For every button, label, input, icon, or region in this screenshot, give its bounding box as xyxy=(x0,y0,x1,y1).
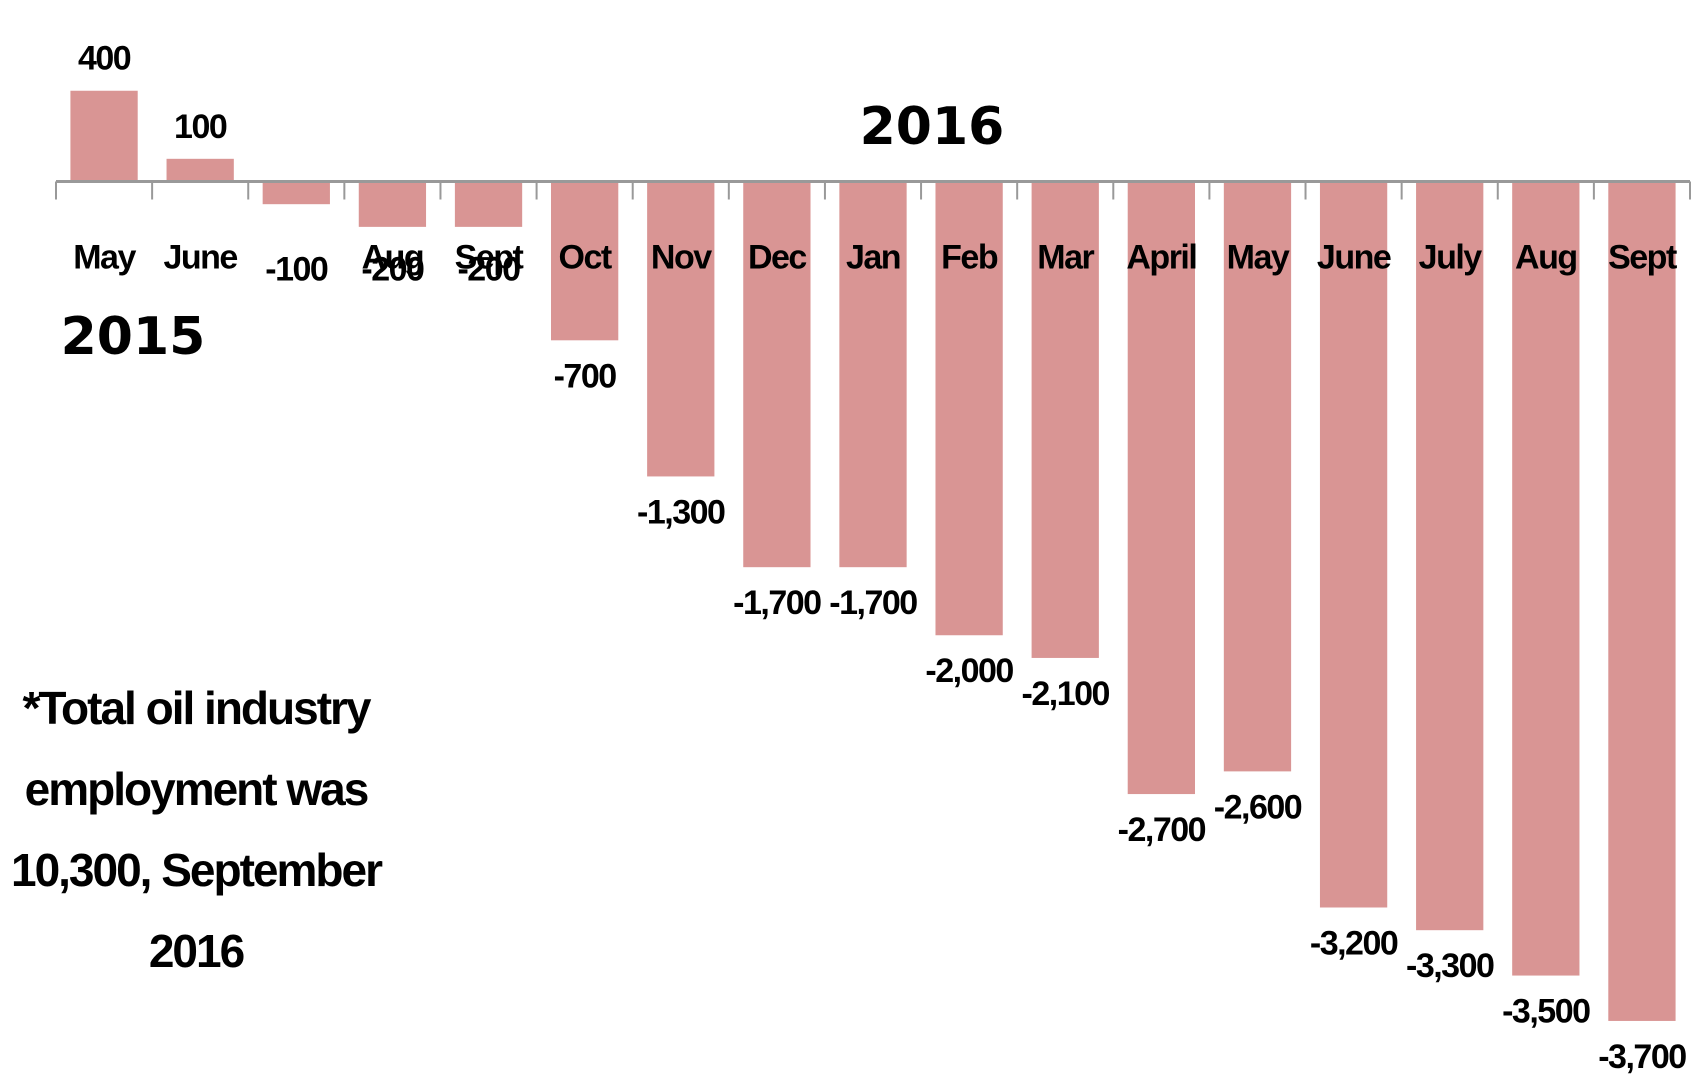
x-tick-label: May xyxy=(1227,238,1290,276)
x-tick-label: June xyxy=(163,238,237,276)
bar xyxy=(70,90,138,182)
note: 10,300, September xyxy=(11,844,383,896)
note: employment was xyxy=(25,763,368,815)
data-label: 400 xyxy=(78,40,131,78)
bar xyxy=(647,181,715,477)
x-tick-label: Sept xyxy=(455,238,524,276)
x-tick-label: Aug xyxy=(1515,238,1577,276)
data-label: -100 xyxy=(265,250,328,288)
data-label: -700 xyxy=(554,357,617,395)
data-label: -2,000 xyxy=(925,652,1013,690)
x-tick-label: Mar xyxy=(1037,238,1094,276)
year-label: 2016 xyxy=(860,97,1005,157)
bar xyxy=(1223,181,1292,772)
x-tick-label: July xyxy=(1419,238,1483,276)
x-tick-label: June xyxy=(1317,238,1391,276)
data-label: -1,300 xyxy=(637,493,725,531)
data-label: -1,700 xyxy=(733,584,821,622)
note: 2016 xyxy=(149,925,244,977)
bar xyxy=(262,181,330,205)
bar xyxy=(839,181,907,568)
x-tick-label: May xyxy=(73,238,136,276)
x-tick-label: Feb xyxy=(941,238,998,276)
bar xyxy=(1608,181,1676,1021)
data-label: -2,700 xyxy=(1118,811,1206,849)
data-label: -200 xyxy=(361,250,424,288)
bar xyxy=(454,181,523,227)
bar xyxy=(1512,181,1580,976)
year-label: 2015 xyxy=(61,307,206,367)
x-tick-label: Nov xyxy=(651,238,712,276)
data-label: -1,700 xyxy=(829,584,917,622)
data-label: 100 xyxy=(174,108,227,146)
data-label: -2,100 xyxy=(1022,675,1110,713)
bar xyxy=(1127,181,1195,795)
x-tick-label: Sept xyxy=(1608,238,1677,276)
x-tick-label: Aug xyxy=(362,238,424,276)
x-tick-label: Jan xyxy=(846,238,900,276)
bar xyxy=(166,158,234,182)
x-tick-label: Dec xyxy=(748,238,806,276)
bar xyxy=(1031,181,1099,658)
data-label: -3,700 xyxy=(1598,1038,1686,1076)
bar xyxy=(551,181,619,341)
data-label: -3,200 xyxy=(1310,924,1398,962)
bar xyxy=(1319,181,1388,908)
data-label: -3,500 xyxy=(1502,993,1590,1031)
data-label: -3,300 xyxy=(1406,947,1494,985)
bar xyxy=(358,181,427,227)
bar xyxy=(1416,181,1484,931)
bar xyxy=(743,181,811,568)
x-tick-label: April xyxy=(1126,238,1196,276)
bar xyxy=(935,181,1003,636)
x-tick-label: Oct xyxy=(559,238,612,276)
data-label: -200 xyxy=(457,250,520,288)
data-label: -2,600 xyxy=(1214,788,1302,826)
note: *Total oil industry xyxy=(22,682,371,734)
